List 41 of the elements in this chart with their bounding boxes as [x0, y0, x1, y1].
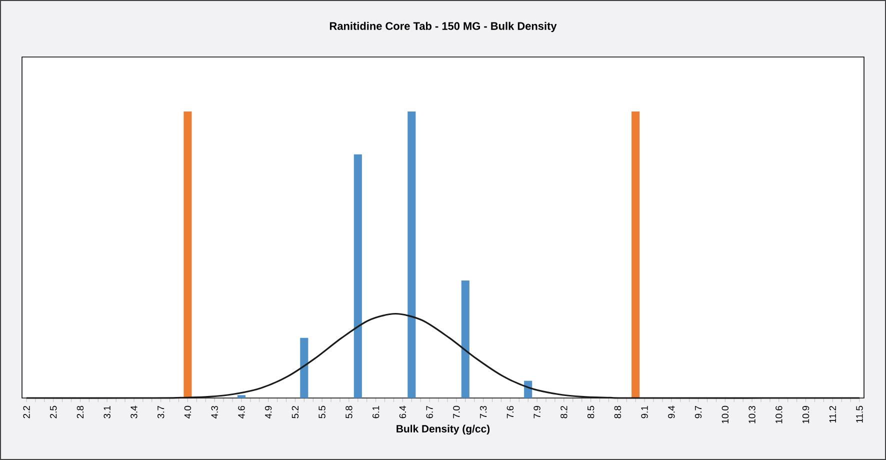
x-tick-label: 5.2 [292, 406, 299, 418]
x-tick-label: 7.0 [453, 406, 460, 418]
x-tick-label: 8.8 [614, 406, 622, 418]
x-tick-label: 3.1 [104, 406, 110, 418]
x-tick-label: 3.4 [130, 406, 138, 418]
x-tick-label: 9.4 [668, 406, 675, 418]
bar [408, 111, 416, 398]
bar [632, 111, 640, 398]
x-tick-label: 3.7 [157, 406, 164, 418]
x-tick-label: 4.9 [264, 406, 272, 418]
x-tick-label: 10.9 [802, 406, 810, 424]
x-tick-label: 11.5 [856, 406, 863, 423]
x-tick-label: 9.7 [694, 406, 702, 418]
bar [461, 280, 470, 398]
x-tick-label: 5.5 [318, 406, 326, 418]
bar [354, 154, 362, 398]
x-tick-label: 6.1 [372, 406, 380, 418]
x-tick-label: 4.6 [238, 406, 245, 418]
x-axis-title: Bulk Density (g/cc) [396, 424, 490, 435]
x-tick-label: 7.6 [506, 406, 514, 418]
x-tick-label: 6.4 [399, 406, 406, 418]
x-tick-label: 6.7 [426, 406, 433, 418]
chart-title: Ranitidine Core Tab - 150 MG - Bulk Density [330, 22, 557, 32]
x-tick-label: 4.0 [184, 406, 192, 418]
x-tick-label: 7.3 [480, 406, 487, 418]
x-tick-label: 7.9 [534, 406, 540, 418]
x-tick-label: 4.3 [211, 406, 218, 418]
x-tick-label: 10.3 [748, 406, 756, 424]
x-tick-label: 9.1 [641, 406, 648, 418]
x-tick-label: 8.5 [587, 406, 594, 418]
x-tick-label: 5.8 [346, 406, 352, 418]
bar [300, 338, 308, 398]
bar [184, 111, 192, 398]
x-tick-label: 10.0 [722, 406, 729, 424]
x-tick-label: 8.2 [560, 406, 568, 418]
x-tick-label: 11.2 [829, 406, 836, 423]
x-tick-label: 2.5 [50, 406, 57, 418]
bar [237, 395, 246, 398]
x-tick-label: 2.8 [76, 406, 84, 418]
x-tick-label: 2.2 [23, 406, 30, 418]
x-tick-label: 10.6 [776, 406, 782, 424]
